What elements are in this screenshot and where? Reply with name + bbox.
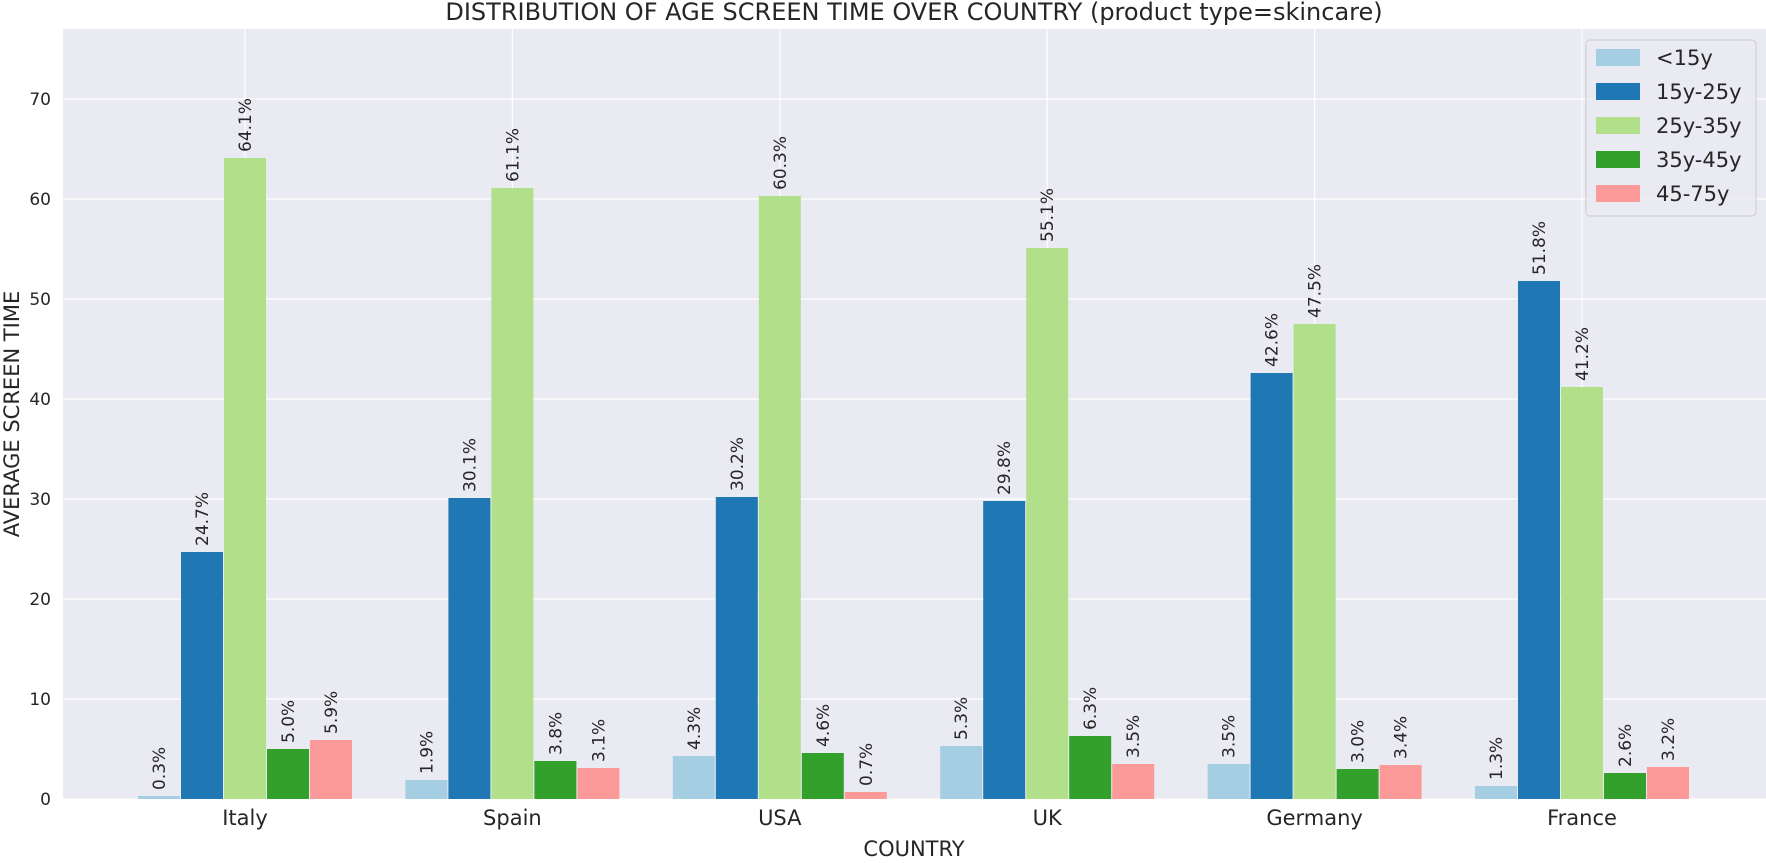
bar (1379, 765, 1422, 799)
bar-value-label: 3.5% (1220, 715, 1240, 758)
x-tick-label: France (1547, 806, 1617, 830)
bar-value-label: 60.3% (771, 136, 791, 190)
chart-title: DISTRIBUTION OF AGE SCREEN TIME OVER COU… (445, 0, 1382, 26)
legend-swatch (1596, 117, 1640, 134)
x-axis-ticks: Italy Spain USA UK Germany France (222, 806, 1617, 830)
bar (1069, 736, 1112, 799)
bar-value-label: 47.5% (1306, 264, 1326, 318)
bar-value-label: 3.1% (589, 719, 609, 762)
x-tick-label: Germany (1266, 806, 1363, 830)
bar (1293, 324, 1336, 799)
bar (801, 753, 844, 799)
bar (1475, 786, 1517, 799)
bar-value-label: 3.2% (1659, 718, 1679, 761)
bar-value-label: 3.5% (1124, 715, 1144, 758)
bar (1336, 769, 1379, 799)
bar-value-label: 3.0% (1349, 720, 1369, 763)
bar (1112, 764, 1155, 799)
bar (534, 761, 577, 799)
bar (1647, 767, 1689, 799)
y-tick-label: 50 (29, 290, 51, 310)
x-tick-label: USA (758, 806, 802, 830)
legend-swatch (1596, 185, 1640, 202)
bar (983, 501, 1026, 799)
plot-background (63, 29, 1766, 799)
bar-value-label: 61.1% (503, 128, 523, 182)
bar-value-label: 5.3% (952, 697, 972, 740)
bar-value-label: 64.1% (236, 98, 256, 152)
legend-swatch (1596, 49, 1640, 66)
y-tick-label: 20 (29, 590, 51, 610)
bar-value-label: 4.3% (685, 707, 705, 750)
bar (267, 749, 309, 799)
bar-value-label: 41.2% (1573, 327, 1593, 381)
bar (405, 780, 448, 799)
x-axis-label: COUNTRY (863, 837, 964, 859)
legend: <15y 15y-25y 25y-35y 35y-45y 45-75y (1585, 39, 1757, 217)
legend-label: 35y-45y (1656, 148, 1742, 172)
bar (1207, 764, 1250, 799)
bar-value-label: 55.1% (1038, 188, 1058, 242)
bar (577, 768, 620, 799)
bar-value-label: 0.3% (150, 747, 170, 790)
bar-value-label: 51.8% (1530, 221, 1550, 275)
bar-value-label: 1.3% (1487, 737, 1507, 780)
bar (1250, 373, 1293, 799)
x-tick-label: UK (1033, 806, 1063, 830)
bar-value-label: 0.7% (857, 743, 877, 786)
legend-label: <15y (1656, 46, 1713, 70)
bar-value-label: 24.7% (193, 492, 213, 546)
bar (1561, 387, 1603, 799)
y-tick-label: 30 (29, 490, 51, 510)
bar-value-label: 6.3% (1081, 687, 1101, 730)
bar-value-label: 42.6% (1263, 313, 1283, 367)
bar (715, 497, 758, 799)
bar (224, 158, 266, 799)
y-tick-label: 60 (29, 190, 51, 210)
bar (310, 740, 352, 799)
bar (448, 498, 491, 799)
y-tick-label: 10 (29, 690, 51, 710)
y-tick-label: 70 (29, 90, 51, 110)
bar-labels: 0.3% 1.9% 4.3% 5.3% 3.5% 1.3% 24.7% 30.1% 30.2% 2… (150, 98, 1679, 790)
legend-label: 45-75y (1656, 182, 1729, 206)
bar-value-label: 30.2% (728, 437, 748, 491)
bar-value-label: 30.1% (460, 438, 480, 492)
y-tick-label: 40 (29, 390, 51, 410)
y-axis-ticks: 0 10 20 30 40 50 60 70 (29, 90, 51, 810)
bar-value-label: 2.6% (1616, 724, 1636, 767)
legend-label: 25y-35y (1656, 114, 1742, 138)
bar (1604, 773, 1646, 799)
legend-swatch (1596, 83, 1640, 100)
bar-value-label: 4.6% (814, 704, 834, 747)
x-tick-label: Italy (222, 806, 268, 830)
bar-value-label: 3.8% (546, 712, 566, 755)
y-axis-label: AVERAGE SCREEN TIME (0, 291, 24, 538)
bar (181, 552, 223, 799)
bar (758, 196, 801, 799)
bar-value-label: 29.8% (995, 441, 1015, 495)
y-tick-label: 0 (40, 790, 51, 810)
bar (491, 188, 534, 799)
bar (672, 756, 715, 799)
legend-swatch (1596, 151, 1640, 168)
bar-value-label: 1.9% (417, 731, 437, 774)
bar (844, 792, 887, 799)
x-tick-label: Spain (483, 806, 542, 830)
bar (138, 796, 180, 799)
bar-value-label: 5.0% (279, 700, 299, 743)
bar-value-label: 3.4% (1392, 716, 1412, 759)
bar-value-label: 5.9% (322, 691, 342, 734)
legend-label: 15y-25y (1656, 80, 1742, 104)
bar (1518, 281, 1560, 799)
bar (940, 746, 983, 799)
bars (138, 158, 1689, 799)
bar (1026, 248, 1069, 799)
